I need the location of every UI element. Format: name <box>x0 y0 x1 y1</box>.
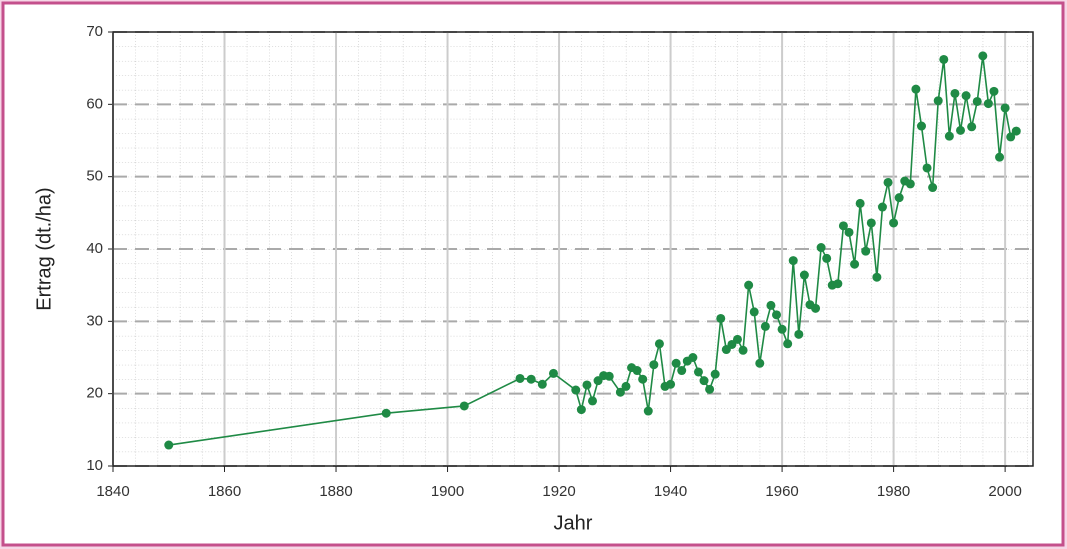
data-point <box>1011 126 1021 136</box>
data-point <box>922 163 932 173</box>
data-point <box>766 300 776 310</box>
y-tick-label: 40 <box>86 240 103 257</box>
x-tick-label: 1940 <box>654 483 687 500</box>
data-point <box>777 324 787 334</box>
data-point <box>794 329 804 339</box>
data-point <box>588 396 598 406</box>
data-point <box>956 125 966 135</box>
data-point <box>816 243 826 253</box>
data-point <box>738 345 748 355</box>
data-point <box>783 339 793 349</box>
data-point <box>933 96 943 106</box>
data-point <box>889 218 899 228</box>
x-tick-label: 1960 <box>765 483 798 500</box>
y-tick-label: 60 <box>86 95 103 112</box>
data-point <box>732 334 742 344</box>
data-point <box>604 371 614 381</box>
data-point <box>164 440 174 450</box>
data-point <box>772 310 782 320</box>
data-point <box>855 198 865 208</box>
x-tick-label: 1980 <box>877 483 910 500</box>
y-tick-label: 50 <box>86 168 103 185</box>
data-point <box>872 272 882 282</box>
data-point <box>989 86 999 96</box>
data-point <box>526 374 536 384</box>
data-point <box>850 259 860 269</box>
data-point <box>643 406 653 416</box>
data-point <box>995 152 1005 162</box>
data-point <box>961 91 971 101</box>
data-point <box>939 54 949 64</box>
data-point <box>649 360 659 370</box>
data-point <box>705 384 715 394</box>
data-point <box>710 369 720 379</box>
data-point <box>967 122 977 132</box>
y-tick-label: 70 <box>86 23 103 40</box>
data-point <box>905 179 915 189</box>
data-point <box>548 368 558 378</box>
data-point <box>749 307 759 317</box>
data-point <box>1000 103 1010 113</box>
data-point <box>582 380 592 390</box>
x-tick-label: 2000 <box>988 483 1021 500</box>
data-point <box>459 401 469 411</box>
data-point <box>799 270 809 280</box>
data-point <box>911 84 921 94</box>
data-point <box>822 253 832 263</box>
data-point <box>811 303 821 313</box>
data-point <box>844 227 854 237</box>
x-tick-label: 1900 <box>431 483 464 500</box>
data-point <box>978 51 988 61</box>
x-axis-title: Jahr <box>554 512 593 534</box>
data-point <box>699 376 709 386</box>
data-point <box>537 379 547 389</box>
data-point <box>916 121 926 131</box>
y-tick-label: 10 <box>86 457 103 474</box>
data-point <box>381 408 391 418</box>
data-point <box>760 321 770 331</box>
data-point <box>654 339 664 349</box>
data-point <box>571 385 581 395</box>
data-point <box>877 202 887 212</box>
data-point <box>677 366 687 376</box>
data-point <box>638 374 648 384</box>
data-point <box>755 358 765 368</box>
x-tick-label: 1920 <box>542 483 575 500</box>
plot-frame <box>112 31 1034 467</box>
data-point <box>666 379 676 389</box>
y-tick-label: 20 <box>86 385 103 402</box>
data-point <box>788 256 798 266</box>
data-point <box>688 353 698 362</box>
data-point <box>693 367 703 377</box>
data-point <box>928 183 938 193</box>
data-point <box>671 358 681 368</box>
y-axis-title: Ertrag (dt./ha) <box>33 187 55 310</box>
x-tick-label: 1860 <box>208 483 241 500</box>
data-point <box>615 387 625 397</box>
data-point <box>621 381 631 391</box>
data-point <box>894 193 904 203</box>
data-point <box>861 246 871 256</box>
data-point <box>744 280 754 290</box>
data-point <box>515 373 525 383</box>
data-point <box>972 96 982 106</box>
data-point <box>944 131 954 141</box>
x-tick-label: 1840 <box>96 483 129 500</box>
data-point <box>866 218 876 228</box>
data-point <box>983 99 993 109</box>
data-point <box>576 405 586 415</box>
data-point <box>1006 132 1016 142</box>
data-point <box>883 177 893 187</box>
data-point <box>950 88 960 98</box>
data-point <box>838 221 848 231</box>
data-point <box>716 313 726 323</box>
x-tick-label: 1880 <box>319 483 352 500</box>
data-point <box>632 366 642 376</box>
data-point <box>833 279 843 289</box>
y-tick-label: 30 <box>86 312 103 329</box>
